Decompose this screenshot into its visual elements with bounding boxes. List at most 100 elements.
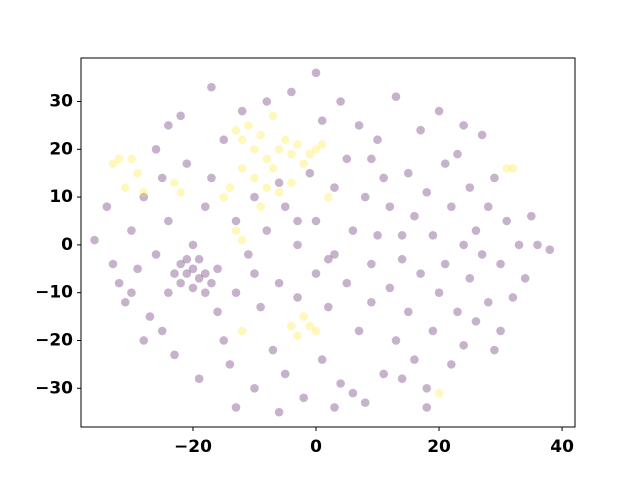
scatter-point	[490, 173, 499, 183]
scatter-point	[231, 216, 241, 226]
scatter-point	[188, 240, 198, 250]
scatter-point	[422, 188, 432, 197]
y-tick-label: −10	[35, 283, 73, 303]
scatter-point	[545, 245, 555, 254]
scatter-point	[324, 302, 333, 312]
scatter-point	[157, 173, 167, 183]
x-tick-label: −20	[174, 437, 212, 457]
scatter-point	[262, 97, 272, 106]
scatter-point	[274, 178, 284, 188]
scatter-point	[182, 159, 192, 168]
scatter-point	[280, 369, 290, 379]
x-tick-label: 20	[427, 437, 451, 457]
scatter-point	[483, 202, 493, 211]
scatter-point	[385, 202, 395, 211]
scatter-point	[342, 278, 352, 288]
scatter-point	[127, 154, 136, 164]
scatter-point	[287, 149, 296, 159]
scatter-point	[496, 326, 505, 336]
scatter-point	[225, 183, 235, 192]
scatter-point	[250, 383, 259, 393]
scatter-point	[200, 269, 210, 278]
scatter-point	[324, 254, 333, 264]
scatter-point	[114, 278, 124, 288]
scatter-point	[459, 240, 468, 250]
scatter-point	[164, 288, 173, 297]
scatter-point	[336, 97, 345, 106]
scatter-point	[348, 388, 358, 398]
scatter-point	[262, 154, 272, 164]
scatter-point	[379, 369, 388, 379]
scatter-point	[262, 183, 272, 192]
scatter-point	[200, 202, 210, 211]
scatter-point	[502, 216, 512, 226]
scatter-point	[533, 240, 542, 250]
scatter-point	[188, 283, 198, 293]
scatter-point	[465, 274, 475, 283]
scatter-point	[145, 312, 155, 321]
scatter-point	[176, 259, 185, 269]
scatter-point	[108, 159, 118, 168]
scatter-point	[287, 178, 296, 188]
scatter-point	[250, 269, 259, 278]
scatter-point	[410, 355, 419, 364]
scatter-point	[194, 374, 204, 384]
scatter-point	[459, 340, 468, 350]
scatter-point	[391, 92, 401, 102]
scatter-point	[194, 274, 204, 283]
scatter-point	[293, 240, 302, 250]
scatter-point	[527, 211, 536, 221]
scatter-point	[391, 336, 401, 345]
scatter-point	[367, 259, 376, 269]
scatter-point	[274, 188, 284, 197]
scatter-point	[225, 360, 235, 369]
x-tick-label: 0	[310, 437, 322, 457]
scatter-point	[139, 188, 149, 197]
scatter-point	[133, 264, 142, 274]
scatter-point	[514, 240, 524, 250]
scatter-point	[164, 121, 173, 130]
scatter-point	[299, 312, 308, 321]
scatter-point	[311, 269, 321, 278]
scatter-point	[114, 154, 124, 164]
scatter-point	[440, 259, 450, 269]
scatter-point	[207, 278, 216, 288]
y-tick-label: 30	[49, 91, 73, 111]
x-tick-label: 40	[550, 437, 574, 457]
scatter-point	[120, 297, 130, 307]
scatter-point	[244, 121, 253, 130]
scatter-point	[508, 164, 518, 173]
scatter-point	[127, 288, 136, 297]
scatter-point	[293, 293, 302, 302]
scatter-point	[231, 226, 241, 235]
scatter-point	[219, 192, 229, 202]
scatter-point	[256, 202, 265, 211]
scatter-point	[305, 168, 315, 178]
scatter-point	[219, 336, 229, 345]
scatter-point	[274, 144, 284, 154]
scatter-point	[139, 192, 149, 202]
scatter-point	[354, 326, 364, 336]
scatter-point	[422, 403, 432, 412]
scatter-point	[434, 106, 444, 116]
scatter-point	[268, 111, 278, 121]
scatter-point	[336, 379, 345, 388]
scatter-point	[164, 216, 173, 226]
scatter-point	[287, 321, 296, 331]
scatter-point	[311, 326, 321, 336]
scatter-point	[416, 269, 425, 278]
scatter-point	[373, 231, 382, 240]
scatter-point	[151, 250, 161, 259]
scatter-point	[317, 140, 327, 149]
scatter-point	[299, 159, 308, 168]
scatter-point	[207, 82, 216, 92]
scatter-point	[237, 135, 247, 145]
scatter-point	[231, 125, 241, 135]
scatter-point	[317, 116, 327, 125]
scatter-point	[219, 135, 229, 145]
scatter-point	[188, 264, 198, 274]
scatter-point	[293, 331, 302, 341]
scatter-point	[207, 173, 216, 183]
y-tick-label: −20	[35, 330, 73, 350]
scatter-point	[182, 269, 192, 278]
